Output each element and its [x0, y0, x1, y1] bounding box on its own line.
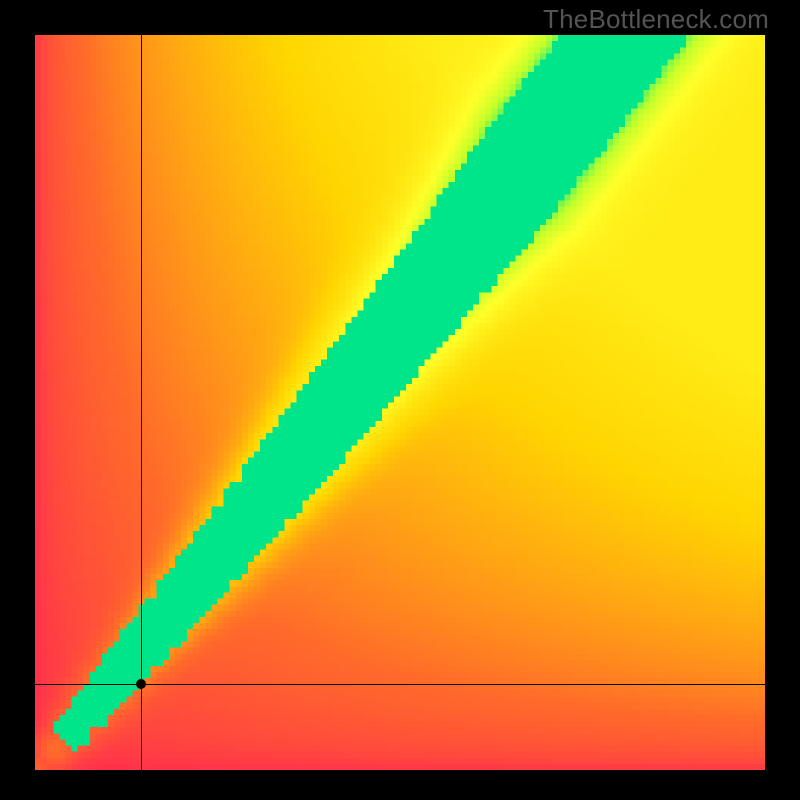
- chart-frame: TheBottleneck.com: [0, 0, 800, 800]
- watermark-text: TheBottleneck.com: [543, 4, 769, 35]
- bottleneck-heatmap: [35, 35, 765, 770]
